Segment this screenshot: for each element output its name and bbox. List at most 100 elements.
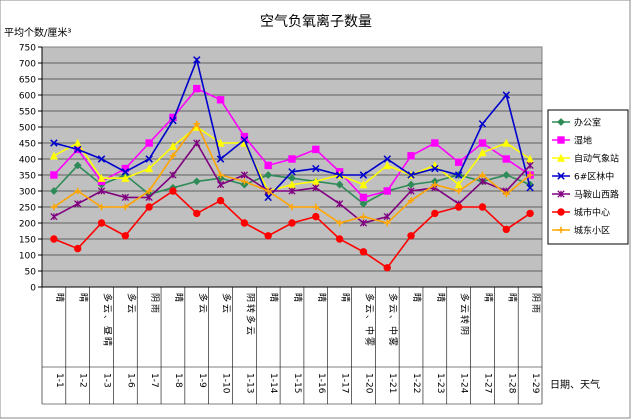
- y-tick-label: 700: [19, 60, 36, 70]
- x-date-label: 1-20: [363, 373, 373, 394]
- data-point: [478, 120, 487, 128]
- data-point: [383, 264, 391, 272]
- data-point: [264, 232, 272, 240]
- x-date-label: 1-3: [102, 373, 112, 388]
- x-weather-char: 晴: [316, 293, 328, 302]
- data-point: [145, 164, 154, 173]
- x-date-label: 1-14: [268, 373, 278, 394]
- x-weather-char: 晴: [411, 293, 423, 302]
- x-weather-char: 、: [363, 315, 373, 324]
- data-point: [479, 171, 486, 179]
- x-weather-char: 晴: [506, 293, 518, 302]
- y-tick-label: 100: [19, 252, 36, 262]
- x-weather-char: 、: [102, 315, 112, 324]
- x-date-text: 1-8: [173, 373, 183, 388]
- x-weather-char: 晴: [482, 293, 494, 302]
- data-point: [121, 168, 130, 176]
- y-tick-label: 500: [19, 124, 36, 134]
- x-date-label: 1-13: [244, 373, 254, 393]
- data-point: [97, 173, 106, 182]
- data-point: [217, 171, 224, 179]
- x-weather-label: 晴: [54, 293, 66, 302]
- data-point: [335, 235, 344, 243]
- y-tick-label: 50: [25, 268, 37, 278]
- data-point: [97, 219, 106, 227]
- data-point: [288, 219, 296, 227]
- data-point: [556, 153, 566, 162]
- x-date-label: 1-28: [506, 373, 516, 394]
- x-weather-char: 转: [244, 304, 256, 313]
- data-point: [169, 187, 177, 195]
- data-point: [216, 155, 225, 163]
- data-point: [503, 191, 510, 198]
- legend-label: 湿地: [574, 135, 592, 147]
- x-weather-char: 多: [125, 293, 137, 302]
- y-tick-label: 600: [19, 92, 36, 102]
- series-group: [50, 120, 534, 227]
- x-date-text: 1-22: [411, 373, 421, 393]
- x-date-label: 1-17: [340, 373, 350, 393]
- x-date-label: 1-6: [125, 373, 135, 388]
- y-axis-title: 平均个数/厘米³: [4, 26, 71, 39]
- x-weather-label: 晴: [506, 293, 518, 302]
- x-weather-label: 晴: [173, 293, 185, 302]
- data-point: [478, 148, 487, 157]
- x-date-label: 1-24: [459, 373, 469, 394]
- data-point: [383, 187, 391, 195]
- y-tick-label: 750: [19, 44, 36, 54]
- data-point: [455, 187, 462, 195]
- data-point: [557, 190, 565, 198]
- series-group: [50, 187, 534, 272]
- data-point: [502, 155, 510, 163]
- data-point: [240, 171, 249, 179]
- data-point: [431, 209, 439, 218]
- data-point: [526, 171, 534, 179]
- data-point: [454, 203, 463, 211]
- data-point: [359, 193, 368, 202]
- data-point: [431, 181, 439, 188]
- data-point: [359, 219, 368, 227]
- data-point: [145, 193, 153, 202]
- data-point: [216, 138, 225, 147]
- data-point: [502, 171, 511, 179]
- data-point: [288, 187, 296, 195]
- data-point: [145, 139, 153, 147]
- data-point: [74, 187, 81, 195]
- data-point: [359, 171, 368, 179]
- data-point: [216, 180, 225, 189]
- data-point: [288, 155, 296, 163]
- data-point: [335, 180, 344, 189]
- x-date-text: 1-9: [197, 373, 207, 388]
- x-date-label: 1-10: [221, 373, 231, 394]
- data-point: [526, 209, 534, 218]
- y-tick-label: 450: [19, 140, 36, 150]
- x-date-text: 1-13: [244, 373, 254, 393]
- legend-label: 自动气象站: [574, 153, 619, 165]
- x-weather-char: 晴: [54, 293, 66, 302]
- x-weather-char: 中: [387, 326, 399, 335]
- data-point: [335, 171, 344, 179]
- data-point: [431, 139, 439, 147]
- data-point: [216, 196, 225, 205]
- data-point: [288, 168, 296, 176]
- y-tick-label: 400: [19, 156, 36, 166]
- series-group: [50, 56, 534, 202]
- x-weather-char: 多: [459, 293, 471, 302]
- data-point: [359, 248, 368, 256]
- x-weather-char: 阴: [530, 293, 541, 302]
- data-point: [407, 187, 415, 195]
- data-point: [336, 219, 343, 227]
- x-weather-char: 转: [459, 315, 471, 324]
- legend-label: 城市中心: [574, 207, 610, 219]
- data-point: [169, 152, 177, 159]
- chart-title: 空气负氧离子数量: [260, 13, 372, 30]
- data-point: [502, 225, 510, 234]
- x-weather-char: 云: [197, 304, 207, 313]
- data-point: [383, 161, 392, 170]
- x-weather-label: 晴: [482, 293, 494, 302]
- data-point: [50, 171, 58, 179]
- x-date-text: 1-24: [459, 373, 469, 394]
- data-point: [74, 244, 82, 253]
- x-weather-char: 晴: [173, 293, 185, 302]
- x-weather-label: 多云、中雾: [387, 293, 399, 346]
